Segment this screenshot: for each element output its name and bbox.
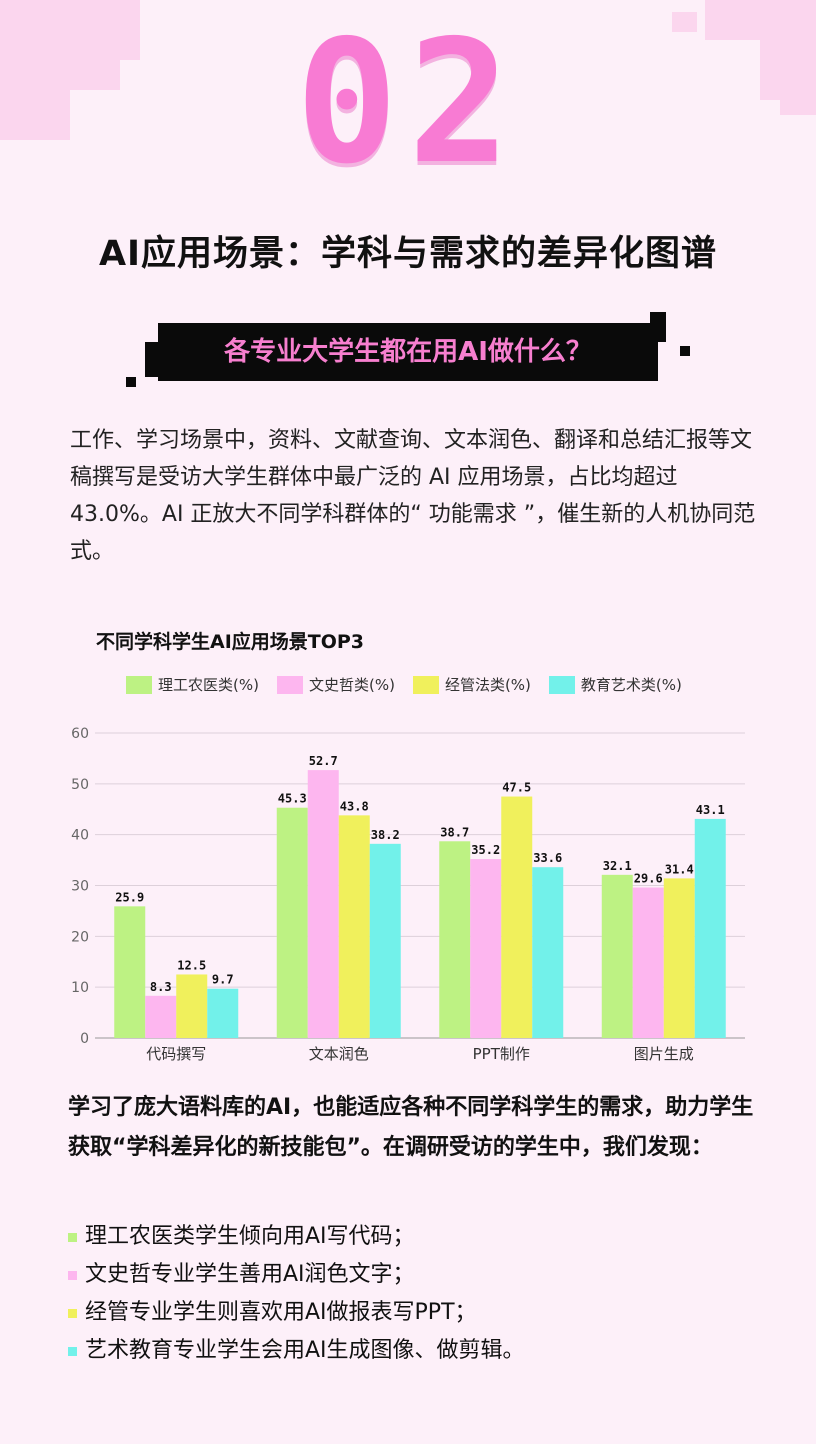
pixel-square (680, 346, 690, 356)
bar (276, 807, 308, 1038)
y-tick-label: 20 (71, 929, 89, 945)
x-tick-label: 文本润色 (309, 1045, 369, 1063)
data-label: 45.3 (278, 792, 307, 806)
data-label: 35.2 (471, 843, 500, 857)
legend-swatch (548, 675, 575, 694)
legend-item: 经管法类(%) (412, 674, 531, 695)
bar (307, 770, 339, 1038)
data-label: 32.1 (603, 859, 632, 873)
bar (601, 874, 633, 1038)
decor-block (780, 100, 816, 115)
decor-block (70, 60, 120, 90)
finding-item: 理工农医类学生倾向用AI写代码； (68, 1218, 525, 1256)
data-label: 12.5 (177, 958, 206, 972)
summary-paragraph: 学习了庞大语料库的AI，也能适应各种不同学科学生的需求，助力学生获取“学科差异化… (68, 1095, 754, 1160)
bar (338, 815, 370, 1038)
legend-label: 教育艺术类(%) (580, 676, 682, 694)
bullet-icon (68, 1346, 77, 1356)
decor-block (760, 40, 816, 100)
finding-text: 艺术教育专业学生会用AI生成图像、做剪辑。 (85, 1338, 525, 1363)
intro-paragraph: 工作、学习场景中，资料、文献查询、文本润色、翻译和总结汇报等文稿撰写是受访大学生… (70, 428, 756, 564)
x-tick-label: 图片生成 (634, 1045, 694, 1063)
y-tick-label: 40 (71, 828, 89, 844)
y-tick-label: 30 (71, 879, 89, 895)
bar (176, 974, 208, 1038)
legend-item: 教育艺术类(%) (548, 674, 682, 695)
x-tick-label: 代码撰写 (146, 1045, 206, 1063)
data-label: 47.5 (502, 781, 531, 795)
data-label: 8.3 (150, 980, 172, 994)
finding-text: 文史哲专业学生善用AI润色文字； (85, 1262, 415, 1287)
legend-label: 经管法类(%) (444, 676, 531, 694)
decor-block (0, 0, 140, 60)
legend-item: 理工农医类(%) (126, 674, 259, 695)
data-label: 29.6 (634, 872, 663, 886)
banner-decor (145, 342, 161, 377)
x-tick-label: PPT制作 (473, 1045, 530, 1063)
bar (663, 878, 695, 1038)
legend-item: 文史哲类(%) (276, 674, 395, 695)
bar (439, 841, 471, 1038)
banner (158, 323, 658, 381)
bar (501, 796, 533, 1038)
decor-block (672, 12, 697, 32)
legend-label: 理工农医类(%) (158, 676, 259, 694)
data-label: 31.4 (665, 862, 694, 876)
bar (632, 887, 664, 1038)
chart-legend: 理工农医类(%) 文史哲类(%) 经管法类(%) 教育艺术类(%) (126, 674, 682, 695)
y-tick-label: 60 (71, 726, 89, 742)
data-label: 25.9 (115, 890, 144, 904)
legend-swatch (412, 675, 439, 694)
page-title: AI应用场景：学科与需求的差异化图谱 (98, 234, 718, 274)
bar (207, 988, 239, 1038)
finding-item: 经管专业学生则喜欢用AI做报表写PPT； (68, 1294, 525, 1332)
section-number: 02 (295, 4, 521, 202)
y-tick-label: 50 (71, 777, 89, 793)
bullet-icon (68, 1270, 77, 1280)
bar (470, 859, 502, 1038)
decor-block (705, 0, 816, 40)
bar (694, 818, 726, 1038)
bar (145, 995, 177, 1038)
banner-text: 各专业大学生都在用AI做什么？ (224, 337, 592, 367)
data-label: 38.2 (371, 828, 400, 842)
data-label: 33.6 (533, 851, 562, 865)
data-label: 43.1 (696, 803, 725, 817)
pixel-square (126, 377, 136, 387)
finding-text: 经管专业学生则喜欢用AI做报表写PPT； (85, 1300, 477, 1325)
findings-list: 理工农医类学生倾向用AI写代码； 文史哲专业学生善用AI润色文字； 经管专业学生则喜… (68, 1218, 525, 1370)
finding-item: 艺术教育专业学生会用AI生成图像、做剪辑。 (68, 1332, 525, 1370)
bar (532, 867, 564, 1038)
chart-title: 不同学科学生AI应用场景TOP3 (96, 631, 365, 653)
decor-block (0, 60, 70, 140)
bar (369, 843, 401, 1038)
bullet-icon (68, 1232, 77, 1242)
data-label: 43.8 (340, 799, 369, 813)
bullet-icon (68, 1308, 77, 1318)
bar (114, 906, 146, 1038)
y-tick-label: 10 (71, 980, 89, 996)
data-label: 38.7 (440, 825, 469, 839)
finding-item: 文史哲专业学生善用AI润色文字； (68, 1256, 525, 1294)
data-label: 9.7 (212, 973, 234, 987)
legend-swatch (276, 675, 303, 694)
finding-text: 理工农医类学生倾向用AI写代码； (85, 1224, 415, 1249)
legend-swatch (126, 675, 152, 694)
legend-label: 文史哲类(%) (308, 676, 395, 694)
y-tick-label: 0 (80, 1031, 89, 1047)
data-label: 52.7 (309, 754, 338, 768)
